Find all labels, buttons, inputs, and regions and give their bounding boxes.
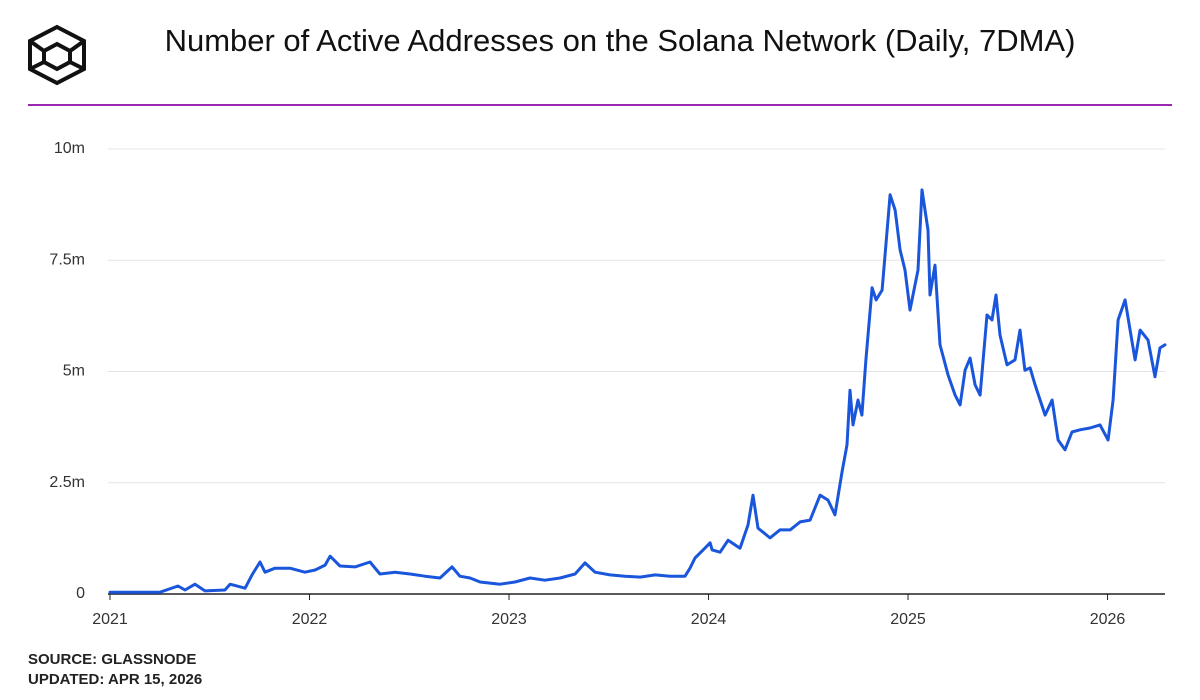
- chart-title: Number of Active Addresses on the Solana…: [164, 23, 1076, 58]
- source: SOURCE: GLASSNODE: [28, 651, 197, 668]
- x-tick-label: 2024: [691, 611, 727, 628]
- y-tick-label: 10m: [54, 140, 85, 157]
- x-tick-label: 2021: [92, 611, 128, 628]
- line-series: [108, 188, 1167, 594]
- logo: [28, 24, 86, 86]
- x-tick-label: 2023: [491, 611, 527, 628]
- y-tick-label: 2.5m: [49, 474, 85, 491]
- x-tick-label: 2022: [292, 611, 328, 628]
- y-tick-label: 5m: [63, 363, 85, 380]
- y-tick-label: 7.5m: [49, 251, 85, 268]
- title-rule: [28, 104, 1172, 106]
- x-tick-label: 2025: [890, 611, 926, 628]
- x-tick-label: 2026: [1090, 611, 1126, 628]
- updated: UPDATED: APR 15, 2026: [28, 671, 203, 688]
- y-tick-label: 0: [76, 585, 85, 602]
